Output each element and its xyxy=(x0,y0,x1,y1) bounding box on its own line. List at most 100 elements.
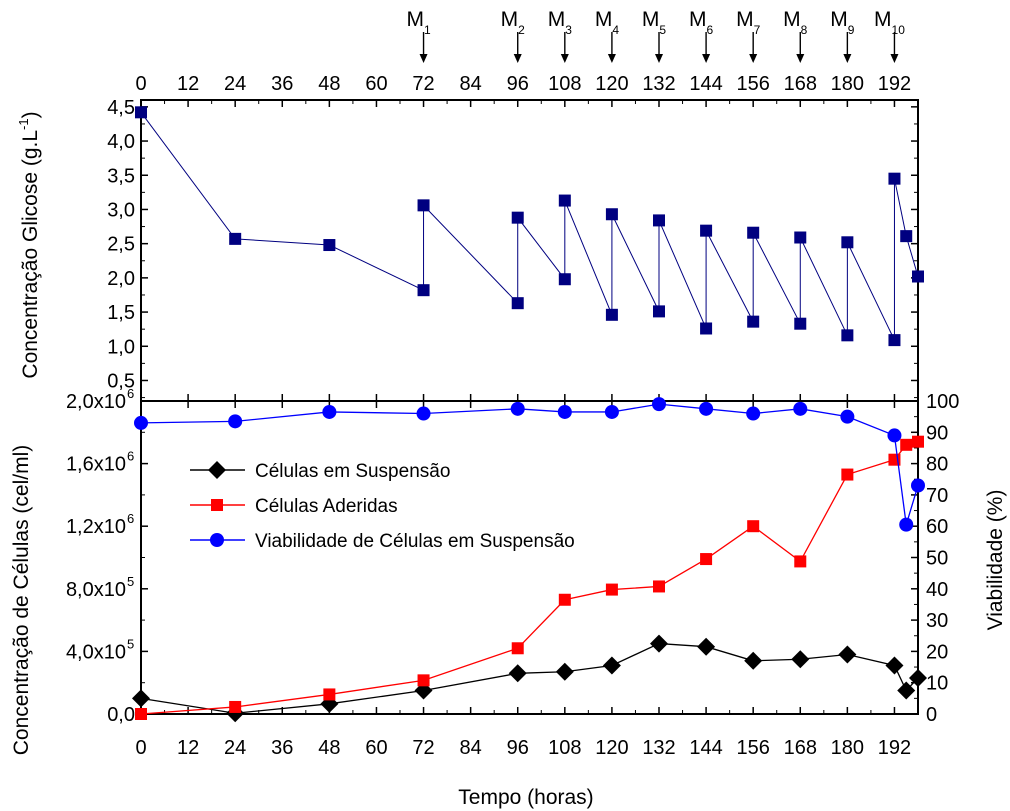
medium-change-subscript: 10 xyxy=(892,23,906,37)
cells-y-tick-exponent: 6 xyxy=(127,511,134,526)
bottom-x-tick-label: 144 xyxy=(689,737,722,759)
bottom-x-tick-label: 0 xyxy=(135,737,146,759)
glucose-point xyxy=(605,208,618,221)
adhered-cells-point xyxy=(653,580,665,593)
top-x-tick-label: 132 xyxy=(642,73,675,95)
suspended-cells-point xyxy=(602,656,621,675)
bottom-x-tick-label: 108 xyxy=(548,737,581,759)
viability-point xyxy=(134,415,148,430)
viability-point xyxy=(557,404,572,419)
adhered-cells-point xyxy=(747,520,760,533)
suspended-cells-point xyxy=(555,662,574,681)
bottom-x-tick-label: 120 xyxy=(595,737,628,759)
bottom-x-tick-label: 168 xyxy=(784,737,817,759)
legend-label: Células Aderidas xyxy=(255,496,398,517)
glucose-y-tick-label: 1,0 xyxy=(107,336,135,358)
adhered-cells-point xyxy=(912,435,924,448)
medium-change-label: M2 xyxy=(501,8,526,37)
medium-change-arrow-head xyxy=(513,54,522,63)
cells-y-tick-exponent: 6 xyxy=(127,386,134,401)
glucose-point xyxy=(511,297,524,310)
suspended-cells-point xyxy=(650,634,668,653)
glucose-point xyxy=(900,230,913,243)
viability-axis-title: Viabilidade (%) xyxy=(984,490,1007,631)
suspended-cells-point xyxy=(791,650,810,669)
adhered-cells-point xyxy=(794,555,807,568)
viability-point xyxy=(604,404,619,419)
bottom-x-tick-label: 60 xyxy=(365,737,387,759)
glucose-y-tick-label: 2,5 xyxy=(107,234,135,256)
glucose-point xyxy=(323,239,336,252)
medium-change-subscript: 7 xyxy=(754,23,761,37)
adhered-cells-point xyxy=(229,700,242,713)
viability-point xyxy=(322,404,337,419)
glucose-point xyxy=(417,284,430,297)
medium-change-label: M5 xyxy=(642,8,667,37)
glucose-point xyxy=(558,273,571,286)
adhered-cells-point xyxy=(323,688,336,701)
suspended-cells-point xyxy=(744,651,763,670)
cells-y-tick-label: 1,6x10 xyxy=(66,454,126,476)
medium-change-label: M6 xyxy=(689,8,714,37)
glucose-y-axis: 0,5 1,0 1,5 2,0 2,5 3,0 3,5 4,0 4,5 xyxy=(107,97,918,399)
adhered-cells-point xyxy=(605,583,618,596)
glucose-series xyxy=(135,106,924,347)
bottom-x-tick-label: 192 xyxy=(878,737,911,759)
viability-point xyxy=(899,517,914,532)
bottom-x-tick-label: 180 xyxy=(831,737,864,759)
viability-y-tick-label: 90 xyxy=(926,422,948,444)
bottom-x-tick-label: 24 xyxy=(224,737,246,759)
top-x-tick-label: 0 xyxy=(135,73,146,95)
medium-change-subscript: 3 xyxy=(565,23,572,37)
viability-point xyxy=(746,406,761,421)
bottom-x-tick-label: 96 xyxy=(507,737,529,759)
medium-change-subscript: 6 xyxy=(706,23,713,37)
glucose-point xyxy=(417,199,430,212)
top-plot-frame xyxy=(140,99,919,402)
viability-point xyxy=(840,409,855,424)
top-x-tick-label: 12 xyxy=(177,73,199,95)
viability-y-tick-label: 100 xyxy=(926,391,959,413)
glucose-y-tick-label: 0,5 xyxy=(107,370,135,392)
glucose-point xyxy=(700,224,713,237)
viability-y-tick-label: 10 xyxy=(926,673,948,695)
glucose-point xyxy=(794,317,807,330)
cells-y-tick-label: 1,2x10 xyxy=(66,516,126,538)
top-x-tick-label: 144 xyxy=(689,73,722,95)
glucose-point xyxy=(605,308,618,321)
medium-change-arrow-head xyxy=(607,54,616,63)
viability-point xyxy=(699,401,714,416)
medium-change-arrow-head xyxy=(843,54,852,63)
cells-y-tick-exponent: 5 xyxy=(127,574,134,589)
viability-point xyxy=(887,428,902,443)
viability-point xyxy=(228,414,243,429)
glucose-point xyxy=(841,329,854,342)
bottom-x-tick-label: 36 xyxy=(271,737,293,759)
adhered-cells-point xyxy=(511,642,524,655)
viability-y-tick-label: 40 xyxy=(926,579,948,601)
top-x-tick-label: 48 xyxy=(318,73,340,95)
medium-change-label: M10 xyxy=(874,8,905,37)
glucose-point xyxy=(888,172,901,185)
top-x-tick-label: 72 xyxy=(412,73,434,95)
adhered-cells-point xyxy=(417,674,430,687)
cells-y-tick-label: 4,0x10 xyxy=(66,641,126,663)
viability-y-axis: 0 10 20 30 40 50 60 70 80 90 100 xyxy=(911,391,959,726)
medium-change-subscript: 8 xyxy=(801,23,808,37)
glucose-y-tick-label: 2,0 xyxy=(107,268,135,290)
glucose-point xyxy=(794,231,807,244)
viability-point xyxy=(911,478,925,493)
viability-y-tick-label: 20 xyxy=(926,641,948,663)
cells-y-tick-label: 2,0x10 xyxy=(66,391,126,413)
legend-marker xyxy=(208,461,226,479)
medium-change-arrow-head xyxy=(796,54,805,63)
medium-change-subscript: 9 xyxy=(848,23,855,37)
top-x-tick-label: 156 xyxy=(736,73,769,95)
cells-y-tick-label: 8,0x10 xyxy=(66,579,126,601)
adhered-cells-point xyxy=(841,468,854,481)
glucose-y-tick-label: 1,5 xyxy=(107,302,135,324)
viability-y-tick-label: 0 xyxy=(926,704,937,726)
medium-change-arrow-head xyxy=(419,54,428,63)
glucose-point xyxy=(653,305,665,318)
adhered-cells-point xyxy=(135,708,147,720)
